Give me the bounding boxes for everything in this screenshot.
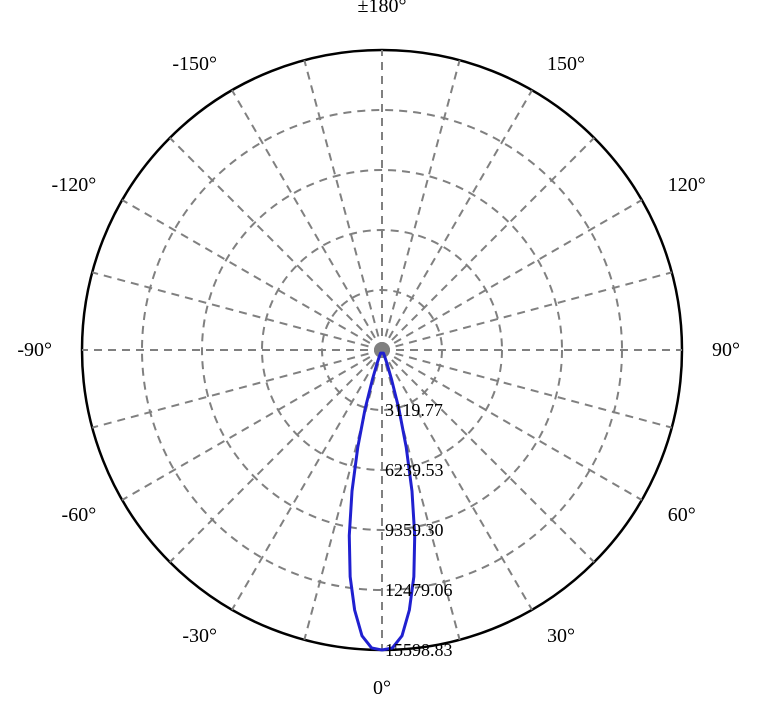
angle-label: 90° (712, 339, 740, 361)
radial-tick-label: 3119.77 (385, 400, 443, 420)
center-dot (374, 342, 390, 358)
radial-tick-label: 12479.06 (385, 580, 453, 600)
angle-label: ±180° (358, 0, 407, 17)
angle-label: 120° (668, 174, 706, 196)
angle-label: -150° (172, 53, 217, 75)
angle-label: 60° (668, 504, 696, 526)
angle-label: -60° (62, 504, 97, 526)
angle-label: -120° (52, 174, 97, 196)
angle-label: -90° (17, 339, 52, 361)
radial-tick-label: 15598.83 (385, 640, 453, 660)
angle-label: 0° (373, 677, 391, 699)
angle-label: 30° (547, 625, 575, 647)
polar-chart: 3119.77 6239.53 9359.30 12479.06 15598.83 ±18… (0, 0, 765, 701)
radial-tick-label: 6239.53 (385, 460, 444, 480)
radial-tick-label: 9359.30 (385, 520, 444, 540)
angle-label: 150° (547, 53, 585, 75)
angle-label: -30° (182, 625, 217, 647)
